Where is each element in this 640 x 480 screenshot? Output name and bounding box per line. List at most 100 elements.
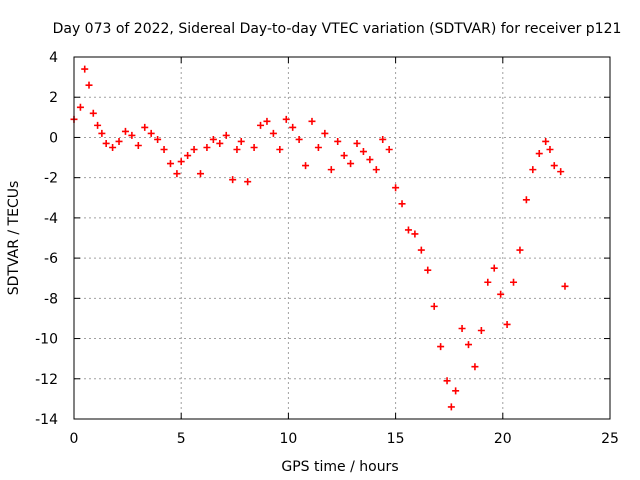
data-point [190,146,198,154]
data-point [196,170,204,178]
grid-lines [74,57,610,419]
y-tick-label: -4 [44,211,58,227]
data-point [334,137,342,145]
y-tick-label: 0 [49,130,58,146]
data-point [437,343,445,351]
x-tick-label: 25 [601,431,619,447]
y-tick-label: 4 [49,50,58,66]
data-point [222,131,230,139]
chart-title: Day 073 of 2022, Sidereal Day-to-day VTE… [53,21,622,37]
data-point [233,146,241,154]
data-point [76,103,84,111]
data-point [98,129,106,137]
data-point [471,363,479,371]
data-point [424,266,432,274]
y-tick-label: -2 [44,171,58,187]
data-point [372,166,380,174]
data-point [177,158,185,166]
data-point [464,341,472,349]
data-point [503,320,511,328]
y-tick-label: -14 [35,412,58,428]
data-point [237,137,245,145]
data-point [447,403,455,411]
data-point [379,135,387,143]
data-point [289,123,297,131]
data-point [366,156,374,164]
data-point [160,146,168,154]
data-point [321,129,329,137]
data-point [141,123,149,131]
y-tick-label: -6 [44,251,58,267]
data-point [282,115,290,123]
data-point [134,141,142,149]
x-tick-label: 10 [279,431,297,447]
y-tick-label: -8 [44,291,58,307]
data-point [477,327,485,335]
data-point [257,121,265,129]
data-point [497,290,505,298]
data-point [452,387,460,395]
data-point [411,230,419,238]
data-point [529,166,537,174]
data-point [347,160,355,168]
data-point [550,162,558,170]
y-tick-label: -12 [35,372,58,388]
data-point [250,144,258,151]
data-point [353,139,361,147]
x-axis-label: GPS time / hours [281,459,398,475]
data-point [216,139,224,147]
data-point [557,168,565,176]
data-point [263,117,271,125]
data-point [109,144,117,151]
data-points [70,65,569,411]
data-point [546,146,554,154]
data-point [295,135,303,143]
data-point [490,264,498,272]
data-point [542,137,550,145]
data-point [166,160,174,168]
data-point [203,144,211,151]
data-point [302,162,310,170]
data-point [385,146,393,154]
data-point [308,117,316,125]
x-axis-ticks: 0 5 10 15 20 25 [70,57,619,447]
y-tick-label: 2 [49,90,58,106]
x-tick-label: 20 [494,431,512,447]
x-tick-label: 5 [177,431,186,447]
data-point [147,129,155,137]
data-point [81,65,89,73]
data-point [484,278,492,286]
data-point [510,278,518,286]
data-point [209,135,217,143]
x-tick-label: 0 [70,431,79,447]
data-point [398,200,406,208]
data-point [276,146,284,154]
data-point [561,282,569,290]
data-point [173,170,181,178]
data-point [430,302,438,310]
y-axis-label: SDTVAR / TECUs [6,181,22,296]
data-point [244,178,252,186]
data-point [458,325,466,332]
data-point [115,137,123,145]
plot-frame [73,56,611,420]
data-point [85,81,93,89]
data-point [340,152,348,160]
data-point [327,166,335,174]
data-point [154,135,162,143]
data-point [392,184,400,192]
data-point [535,150,543,158]
data-point [417,246,425,254]
x-tick-label: 15 [387,431,405,447]
data-point [89,109,97,117]
data-point [184,152,192,160]
data-point [516,246,524,254]
data-point [314,144,322,151]
data-point [443,377,451,385]
data-point [229,176,237,184]
data-point [269,129,277,137]
data-point [359,148,367,156]
data-point [94,121,102,129]
data-point [128,131,136,139]
